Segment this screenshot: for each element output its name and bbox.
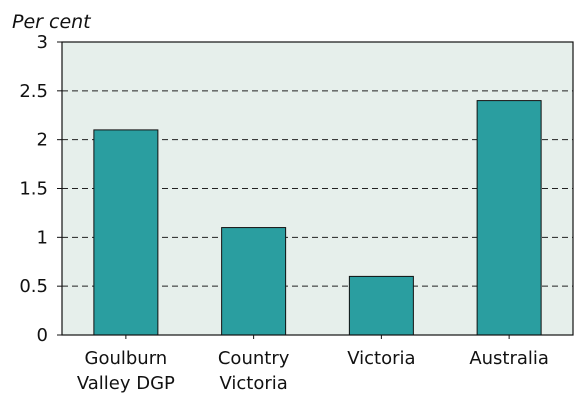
bar <box>476 100 542 336</box>
x-axis-labels: Goulburn Valley DGP Country Victoria Victori… <box>77 335 549 394</box>
x-category-label: Country Victoria <box>218 348 290 394</box>
y-tick-label: 1 <box>37 227 48 248</box>
x-category-label: Goulburn Valley DGP <box>77 348 175 394</box>
x-category-label: Victoria <box>347 348 415 369</box>
y-tick-label: 1.5 <box>19 179 48 200</box>
bar <box>221 227 287 336</box>
bar <box>93 129 159 336</box>
x-category-label: Australia <box>469 348 549 369</box>
y-tick-label: 0 <box>37 325 48 346</box>
y-tick-label: 2 <box>37 130 48 151</box>
y-tick-label: 0.5 <box>19 276 48 297</box>
bar <box>348 275 414 336</box>
y-tick-label: 2.5 <box>19 81 48 102</box>
y-axis-unit-label: Per cent <box>12 11 92 33</box>
bars <box>93 100 542 336</box>
y-axis-ticks: 0 0.5 1 1.5 2 2.5 3 <box>19 32 62 346</box>
y-tick-label: 3 <box>37 32 48 53</box>
